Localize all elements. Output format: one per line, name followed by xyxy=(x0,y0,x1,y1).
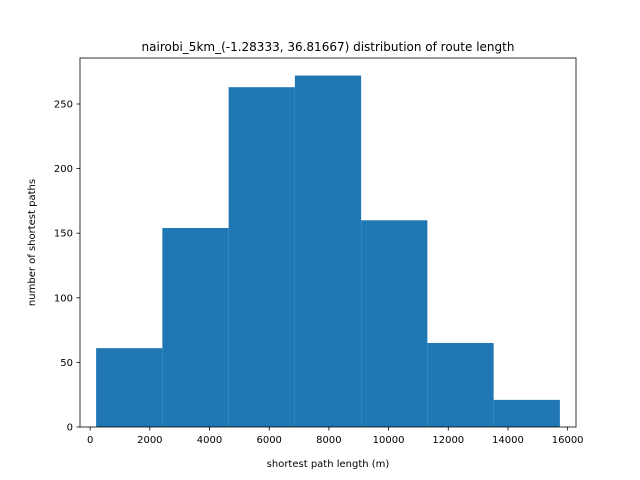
x-tick-label: 2000 xyxy=(137,435,162,446)
histogram-bar xyxy=(493,399,560,427)
y-axis-label: number of shortest paths xyxy=(27,179,38,306)
x-tick-label: 16000 xyxy=(552,435,584,446)
x-tick-label: 0 xyxy=(87,435,93,446)
histogram-bar xyxy=(162,228,229,427)
plot-frame xyxy=(79,57,577,428)
x-axis-label: shortest path length (m) xyxy=(267,459,390,470)
histogram-bar xyxy=(294,75,362,428)
histogram-bar xyxy=(96,348,163,427)
histogram-bar xyxy=(427,343,494,427)
x-tick-label: 14000 xyxy=(492,435,524,446)
histogram-bar xyxy=(361,220,428,427)
x-tick-label: 6000 xyxy=(256,435,281,446)
chart-title: nairobi_5km_(-1.28333, 36.81667) distrib… xyxy=(142,40,515,54)
x-axis-ticks: 0 2000 4000 6000 8000 10000 12000 14000 16000 xyxy=(87,427,584,446)
y-tick-label: 250 xyxy=(54,99,73,110)
y-axis-ticks: 0 50 100 150 200 250 xyxy=(54,99,80,434)
x-tick-label: 4000 xyxy=(197,435,222,446)
y-tick-label: 200 xyxy=(54,164,73,175)
x-tick-label: 10000 xyxy=(373,435,405,446)
x-tick-label: 8000 xyxy=(316,435,341,446)
x-tick-label: 12000 xyxy=(432,435,464,446)
y-tick-label: 0 xyxy=(67,423,73,434)
histogram-bar xyxy=(228,87,295,427)
y-tick-label: 150 xyxy=(54,229,73,240)
y-tick-label: 100 xyxy=(54,293,73,304)
bars-group xyxy=(96,75,560,428)
y-tick-label: 50 xyxy=(60,358,73,369)
